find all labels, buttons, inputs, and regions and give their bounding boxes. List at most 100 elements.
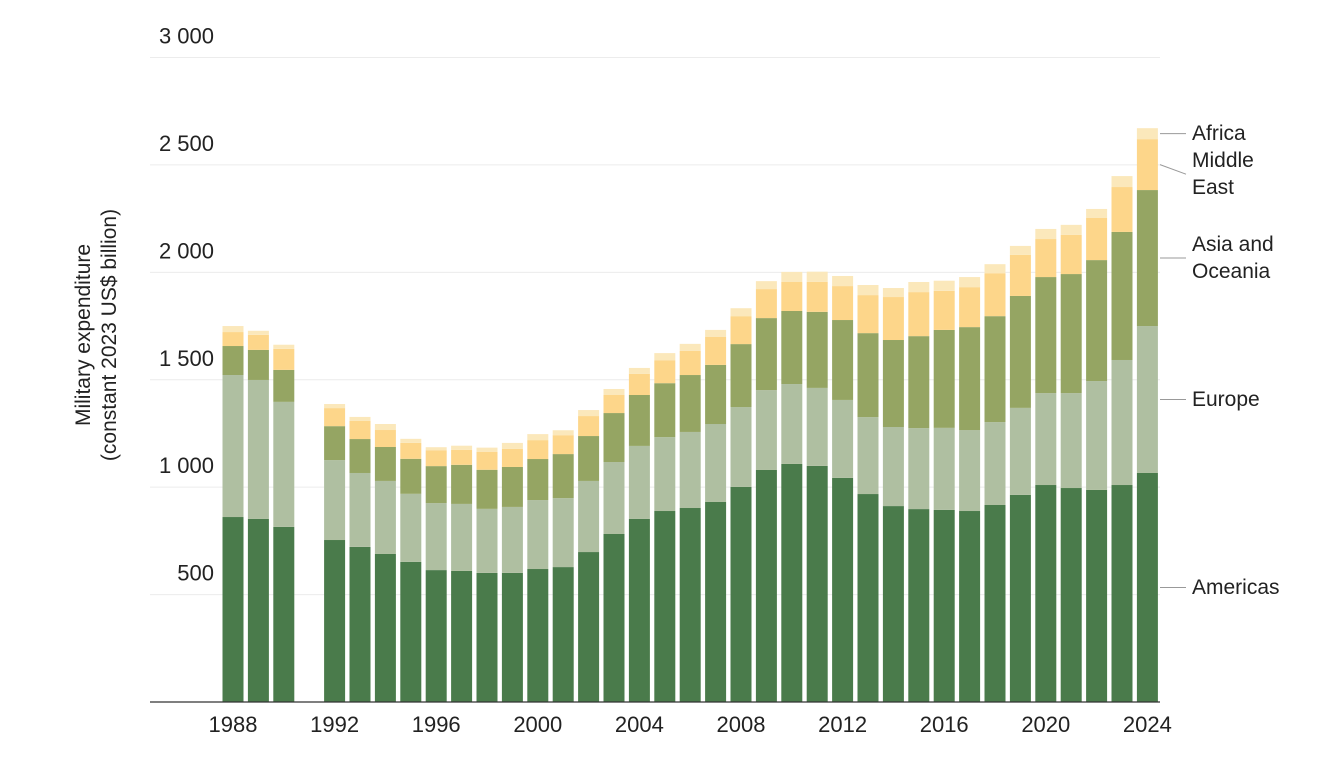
bar-segment	[679, 431, 701, 509]
bar-segment	[806, 281, 828, 312]
bar-segment	[501, 448, 523, 467]
bar-segment	[705, 364, 727, 425]
bar-segment	[959, 327, 981, 431]
bar-segment	[400, 458, 422, 494]
bar-segment	[501, 572, 523, 702]
bar-segment	[832, 477, 854, 702]
bar-segment	[1111, 231, 1133, 360]
y-tick-label: 500	[177, 561, 214, 586]
bar-segment	[374, 430, 396, 447]
bar-segment	[908, 282, 930, 293]
bar-segment	[933, 509, 955, 702]
legend-label: Europe	[1192, 388, 1260, 411]
bar-segment	[1009, 254, 1031, 296]
bar-segment	[349, 472, 371, 547]
bar-segment	[527, 440, 549, 460]
bar-segment	[654, 437, 676, 512]
bar-segment	[628, 373, 650, 396]
bar-segment	[1111, 187, 1133, 232]
bar-segment	[273, 401, 295, 527]
y-tick-label: 3 000	[159, 24, 214, 49]
legend-label: Middle East	[1192, 149, 1254, 200]
bar-segment	[781, 271, 803, 283]
bar-segment	[654, 383, 676, 438]
bar-segment	[1060, 224, 1082, 235]
bar-segment	[476, 447, 498, 452]
x-tick-label: 1988	[209, 712, 258, 737]
bar-segment	[425, 466, 447, 504]
bar-segment	[324, 408, 346, 427]
bar-segment	[1060, 274, 1082, 394]
bar-segment	[425, 503, 447, 571]
bar-segment	[984, 273, 1006, 317]
bar-segment	[755, 318, 777, 391]
bar-segment	[857, 417, 879, 495]
bar-segment	[374, 553, 396, 702]
bar-segment	[1035, 393, 1057, 486]
bar-segment	[1009, 407, 1031, 495]
bar-segment	[959, 511, 981, 702]
bar-segment	[832, 399, 854, 478]
bar-segment	[603, 395, 625, 414]
bar-segment	[984, 264, 1006, 274]
bar-segment	[984, 422, 1006, 505]
x-tick-label: 2020	[1021, 712, 1070, 737]
y-axis-label: Military expenditure	[72, 244, 95, 426]
y-axis-label: (constant 2023 US$ billion)	[98, 209, 121, 461]
bar-segment	[451, 570, 473, 702]
bar-segment	[628, 395, 650, 446]
bar-segment	[1009, 295, 1031, 408]
bar-segment	[451, 445, 473, 450]
bar-segment	[374, 480, 396, 554]
bar-segment	[501, 466, 523, 507]
bar-segment	[679, 508, 701, 702]
bar-segment	[857, 285, 879, 296]
bar-segment	[882, 340, 904, 428]
bar-segment	[247, 518, 269, 702]
bar-segment	[781, 282, 803, 312]
bar-segment	[222, 346, 244, 376]
bar-segment	[476, 572, 498, 702]
bar-segment	[400, 561, 422, 702]
bar-segment	[1035, 228, 1057, 240]
bar-segment	[425, 570, 447, 702]
bar-segment	[527, 569, 549, 702]
bar-segment	[476, 451, 498, 470]
bar-segment	[857, 333, 879, 418]
bar-segment	[222, 326, 244, 333]
bar-segment	[349, 420, 371, 440]
bar-segment	[273, 369, 295, 402]
bar-segment	[501, 442, 523, 449]
bar-segment	[654, 353, 676, 361]
bar-segment	[578, 410, 600, 417]
bar-segment	[552, 430, 574, 436]
bar-segment	[679, 343, 701, 351]
x-tick-label: 2024	[1123, 712, 1172, 737]
bar-segment	[679, 350, 701, 376]
bar-segment	[984, 316, 1006, 423]
bar-segment	[1009, 245, 1031, 255]
y-tick-label: 1 500	[159, 346, 214, 371]
bar-segment	[730, 316, 752, 345]
bar-segment	[933, 280, 955, 291]
bar-segment	[832, 320, 854, 400]
legend-label: Asia and Oceania	[1192, 233, 1274, 284]
bar-segment	[501, 506, 523, 573]
bar-segment	[832, 275, 854, 287]
bar-segment	[781, 463, 803, 702]
bar-segment	[781, 384, 803, 464]
bar-segment	[755, 289, 777, 319]
bar-segment	[705, 424, 727, 502]
legend-label: Americas	[1192, 575, 1280, 599]
bar-segment	[832, 286, 854, 321]
bar-segment	[1086, 208, 1108, 218]
bar-segment	[1111, 359, 1133, 486]
bar-segment	[578, 552, 600, 702]
bar-segment	[400, 493, 422, 562]
bar-segment	[730, 407, 752, 487]
bar-segment	[1035, 485, 1057, 702]
bar-segment	[400, 442, 422, 459]
x-tick-label: 2000	[513, 712, 562, 737]
legend-label: Africa	[1192, 122, 1246, 146]
bar-segment	[451, 464, 473, 504]
